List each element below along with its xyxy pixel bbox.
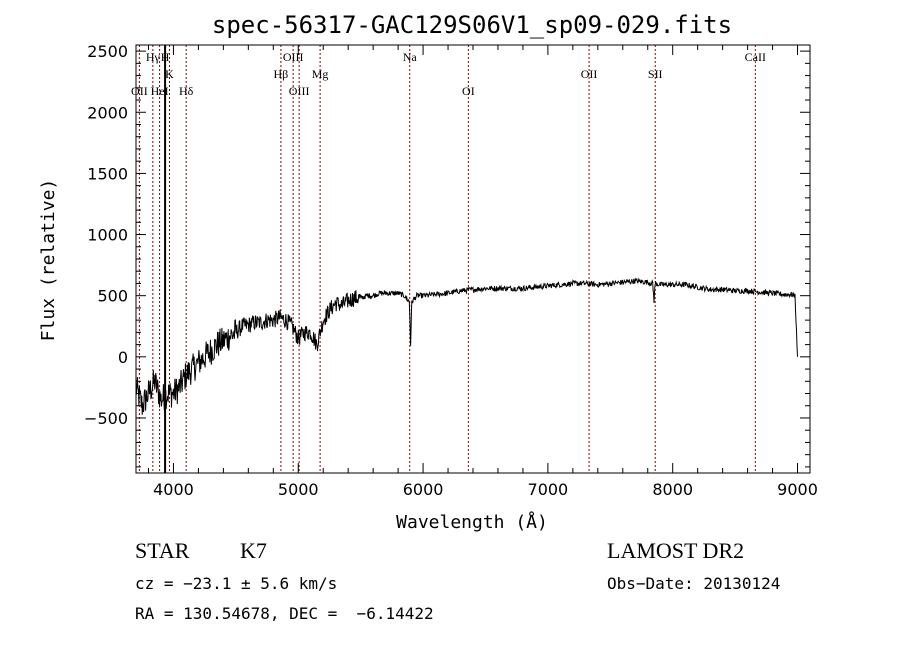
y-tick-label-6: 2500 <box>87 42 128 61</box>
y-tick-label-1: 0 <box>118 348 128 367</box>
marker-label-12: OII <box>581 67 598 81</box>
spectrum-line-0 <box>135 277 798 415</box>
y-axis-label: Flux (relative) <box>38 179 59 342</box>
redshift-text: cz = −23.1 ± 5.6 km/s <box>135 574 337 593</box>
spectrum-series <box>135 277 798 415</box>
object-subclass: K7 <box>240 538 267 563</box>
obs-date-text: Obs−Date: 20130124 <box>607 574 780 593</box>
marker-label-9: Mg <box>312 67 329 81</box>
marker-label-4: K <box>165 67 174 81</box>
info-block: STAR K7 LAMOST DR2 cz = −23.1 ± 5.6 km/s… <box>135 538 780 623</box>
plot-frame <box>135 44 811 474</box>
x-tick-label-0: 4000 <box>153 480 194 499</box>
y-axis: −500 0 500 1000 1500 2000 2500 <box>84 42 810 468</box>
x-tick-label-5: 9000 <box>777 480 818 499</box>
marker-label-13: SII <box>648 67 663 81</box>
marker-label-7: OIII <box>283 50 304 64</box>
x-axis: 4000 5000 6000 7000 8000 9000 <box>147 45 818 499</box>
marker-label-11: OI <box>462 84 475 98</box>
marker-label-8: OIII <box>289 84 310 98</box>
marker-label-1: Hγ <box>146 50 161 64</box>
marker-label-6: Hβ <box>274 67 289 81</box>
marker-label-14: CaII <box>745 50 766 64</box>
survey-name: LAMOST DR2 <box>607 538 744 563</box>
x-tick-label-3: 7000 <box>528 480 569 499</box>
chart-title: spec-56317-GAC129S06V1_sp09-029.fits <box>212 11 732 39</box>
y-tick-label-4: 1500 <box>87 164 128 183</box>
marker-label-3: H <box>161 50 170 64</box>
marker-label-10: Na <box>403 50 418 64</box>
y-tick-label-5: 2000 <box>87 103 128 122</box>
x-tick-label-2: 6000 <box>403 480 444 499</box>
y-tick-label-3: 1000 <box>87 226 128 245</box>
y-tick-label-2: 500 <box>97 287 128 306</box>
y-tick-label-0: −500 <box>84 409 128 428</box>
x-tick-label-4: 8000 <box>652 480 693 499</box>
x-tick-label-1: 5000 <box>278 480 319 499</box>
marker-label-0: OII <box>131 84 148 98</box>
object-class: STAR <box>135 538 190 563</box>
coordinates-text: RA = 130.54678, DEC = −6.14422 <box>135 604 434 623</box>
x-axis-label: Wavelength (Å) <box>396 511 548 533</box>
marker-label-5: Hδ <box>179 84 194 98</box>
